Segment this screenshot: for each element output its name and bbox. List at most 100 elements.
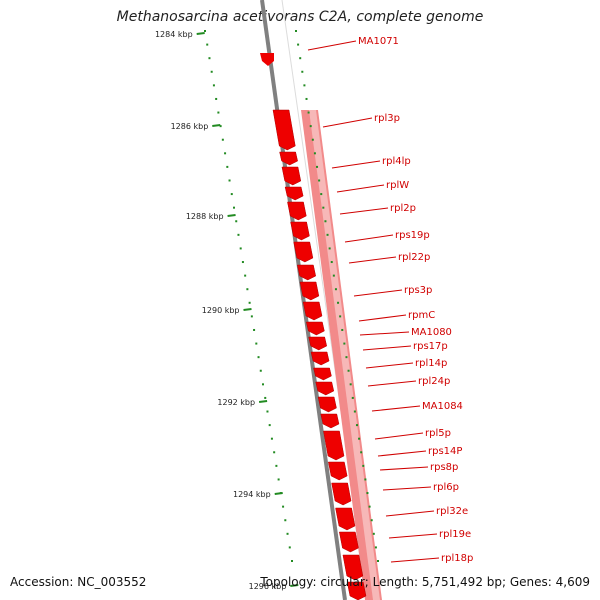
gene-label: rps8p: [430, 462, 458, 473]
left-tick-dot: [273, 451, 276, 454]
major-tick: [227, 214, 236, 217]
right-tick-dot: [353, 410, 356, 413]
left-tick-dot: [215, 97, 218, 100]
gene-arrow: [339, 531, 359, 553]
right-tick-dot: [299, 57, 302, 60]
right-tick-dot: [295, 30, 297, 32]
left-tick-dot: [228, 179, 231, 182]
gene-leader-line: [385, 510, 435, 517]
gene-label: rpl32e: [436, 506, 468, 517]
gene-label: rplW: [386, 180, 409, 191]
tick-label: 1294 kbp: [233, 490, 271, 499]
gene-label: rps17p: [413, 341, 448, 352]
tick-label: 1296 kbp: [249, 582, 287, 591]
gene-leader-line: [344, 234, 394, 243]
right-tick-dot: [311, 138, 314, 141]
right-tick-dot: [343, 342, 346, 345]
right-tick-dot: [372, 532, 375, 535]
gene-label: MA1084: [422, 401, 463, 412]
right-tick-dot: [364, 478, 367, 481]
gene-leader-line: [358, 314, 407, 322]
left-tick-dot: [212, 84, 215, 87]
right-tick-dot: [322, 206, 325, 209]
gene-leader-line: [390, 557, 440, 563]
left-tick-dot: [288, 546, 291, 549]
gene-label: rpl24p: [418, 376, 450, 387]
genome-backbone: [260, 0, 347, 600]
left-tick-dot: [248, 301, 251, 304]
right-tick-dot: [347, 369, 350, 372]
gene-arrow: [342, 554, 364, 581]
right-tick-dot: [377, 560, 379, 562]
right-tick-dot: [358, 437, 361, 440]
left-tick-dot: [286, 532, 289, 535]
gene-arrow: [310, 351, 330, 366]
gene-leader-line: [362, 345, 412, 351]
gene-arrow: [287, 201, 307, 221]
gene-arrow: [272, 109, 296, 151]
left-tick-dot: [235, 220, 238, 223]
left-tick-dot: [226, 165, 229, 168]
right-tick-dot: [313, 152, 316, 155]
right-tick-dot: [309, 125, 312, 128]
gene-label: rpl14p: [415, 358, 447, 369]
gene-arrow: [335, 507, 356, 531]
gene-label: rpl3p: [374, 113, 400, 124]
tick-label: 1284 kbp: [155, 30, 193, 39]
right-tick-dot: [351, 396, 354, 399]
gene-leader-line: [348, 256, 397, 264]
left-tick-dot: [282, 505, 285, 508]
left-tick-dot: [264, 396, 267, 399]
gene-label: rpl4lp: [382, 156, 411, 167]
gene-leader-line: [322, 117, 373, 128]
major-tick: [258, 400, 268, 403]
gene-arrow: [290, 221, 310, 241]
right-tick-dot: [362, 464, 365, 467]
tick-label: 1286 kbp: [171, 122, 209, 131]
gene-leader-line: [359, 331, 410, 336]
gene-leader-line: [382, 486, 432, 491]
right-tick-dot: [370, 519, 373, 522]
left-tick-dot: [291, 560, 293, 562]
gene-arrow: [299, 281, 320, 301]
accession-text: Accession: NC_003552: [10, 575, 147, 589]
gene-label: rpl2p: [390, 203, 416, 214]
left-tick-dot: [217, 111, 220, 114]
right-tick-dot: [349, 383, 352, 386]
major-tick: [243, 308, 252, 311]
gene-arrow: [317, 396, 337, 413]
gene-leader-line: [353, 289, 403, 297]
left-tick-dot: [253, 328, 256, 331]
gene-label: rps19p: [395, 230, 430, 241]
left-tick-dot: [268, 424, 271, 427]
gene-arrow: [328, 461, 348, 481]
left-tick-dot: [210, 70, 213, 73]
left-tick-dot: [255, 342, 258, 345]
right-tick-dot: [368, 505, 371, 508]
left-tick-dot: [266, 410, 269, 413]
left-tick-dot: [262, 383, 264, 386]
reverse-strand-band-highlight: [309, 110, 380, 600]
gene-arrow: [308, 336, 328, 351]
tick-label: 1288 kbp: [186, 212, 224, 221]
left-tick-dot: [275, 464, 278, 467]
gene-arrow: [320, 413, 340, 429]
gene-arrow: [323, 430, 345, 461]
right-tick-dot: [307, 111, 310, 114]
left-tick-dot: [250, 315, 253, 318]
gene-arrow: [315, 381, 335, 396]
gene-label: MA1071: [358, 36, 399, 47]
left-tick-dot: [246, 288, 249, 291]
gene-leader-line: [336, 184, 385, 193]
major-tick: [212, 124, 221, 127]
right-tick-dot: [316, 165, 319, 168]
right-tick-dot: [320, 193, 323, 196]
right-tick-dot: [339, 315, 342, 318]
gene-label: rpl5p: [425, 428, 451, 439]
gene-leader-line: [331, 160, 381, 169]
gene-label: MA1080: [411, 327, 452, 338]
gene-leader-line: [367, 380, 417, 387]
right-tick-dot: [326, 233, 329, 236]
gene-leader-line: [307, 40, 357, 51]
left-tick-dot: [277, 478, 280, 481]
